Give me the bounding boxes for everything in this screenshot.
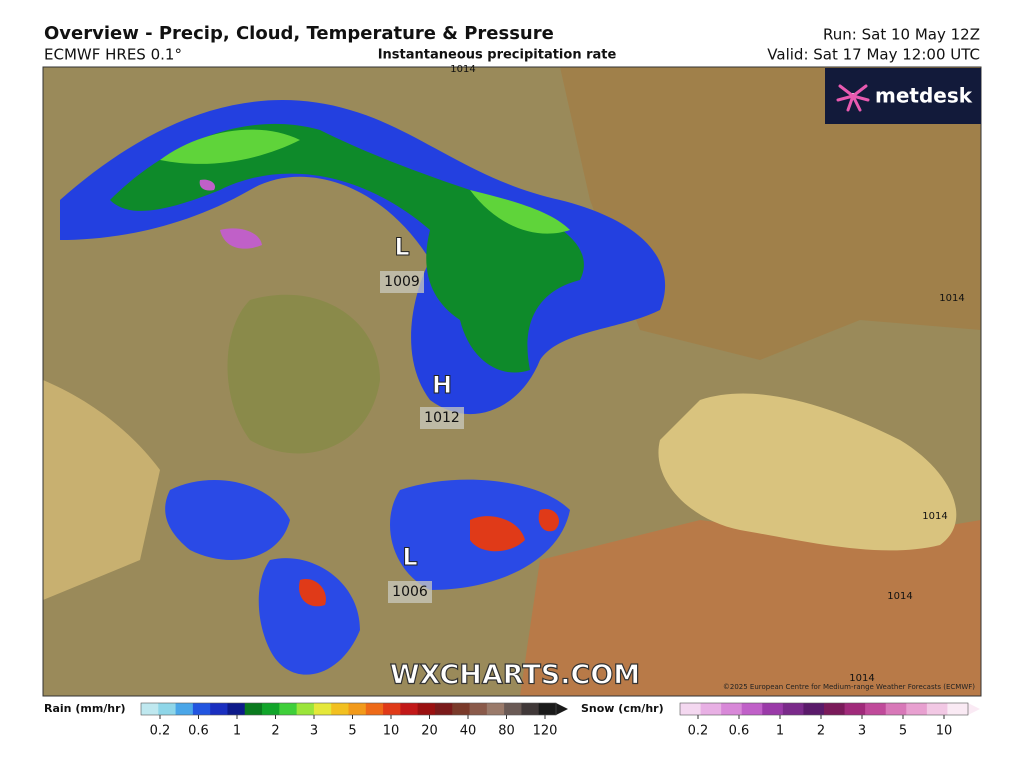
land-warm bbox=[560, 67, 981, 360]
subtitle: Instantaneous precipitation rate bbox=[378, 48, 617, 63]
legend-tick-label: 0.2 bbox=[150, 724, 171, 739]
land-hot bbox=[520, 520, 981, 696]
legend-tick-label: 80 bbox=[498, 724, 515, 739]
legend-swatch bbox=[782, 703, 804, 715]
copyright: ©2025 European Centre for Medium-range W… bbox=[723, 683, 975, 691]
legend-tick-label: 3 bbox=[310, 724, 318, 739]
legend-swatch bbox=[762, 703, 784, 715]
pressure-box bbox=[420, 407, 464, 429]
legend-swatch bbox=[141, 703, 159, 715]
isobar-label: 1014 bbox=[922, 511, 947, 522]
legend-swatch bbox=[192, 703, 211, 715]
legend-swatch bbox=[824, 703, 846, 715]
adriatic bbox=[43, 380, 160, 600]
title: Overview - Precip, Cloud, Temperature & … bbox=[44, 23, 554, 44]
model: ECMWF HRES 0.1° bbox=[44, 46, 182, 64]
legend-tick-label: 10 bbox=[936, 724, 953, 739]
pressure-letter: L bbox=[394, 233, 409, 261]
legend-swatch bbox=[383, 703, 401, 715]
legend-swatch bbox=[865, 703, 887, 715]
legend-swatch bbox=[521, 703, 540, 715]
legend-swatch bbox=[244, 703, 263, 715]
logo-text: metdesk bbox=[875, 84, 973, 108]
legend-tick-label: 0.6 bbox=[729, 724, 750, 739]
legend-swatch bbox=[486, 703, 505, 715]
legend-swatch bbox=[417, 703, 436, 715]
pressure-box bbox=[388, 581, 432, 603]
legend-tick-label: 1 bbox=[233, 724, 241, 739]
legend-tick-label: 5 bbox=[899, 724, 907, 739]
legend-swatch bbox=[175, 703, 194, 715]
pressure-value: 1012 bbox=[424, 410, 460, 426]
legend-swatch bbox=[947, 703, 969, 715]
legend-swatch bbox=[210, 703, 228, 715]
isobar-label: 1014 bbox=[450, 64, 475, 75]
legend-swatch bbox=[158, 703, 177, 715]
precip-heavy bbox=[110, 123, 584, 373]
pressure-letter: L bbox=[402, 543, 417, 571]
legend-swatch bbox=[803, 703, 825, 715]
legend-frame bbox=[140, 702, 557, 716]
legend-tick-label: 2 bbox=[817, 724, 825, 739]
legend-swatch bbox=[434, 703, 453, 715]
pressure-letter: H bbox=[432, 371, 452, 399]
legend-tick-label: 2 bbox=[271, 724, 279, 739]
snow-legend-label: Snow (cm/hr) bbox=[581, 702, 664, 715]
legend-swatch bbox=[279, 703, 298, 715]
map-frame bbox=[42, 66, 982, 697]
snow-patch bbox=[199, 179, 262, 249]
map bbox=[42, 66, 982, 697]
legend-tick-label: 5 bbox=[348, 724, 356, 739]
valid-time: Valid: Sat 17 May 12:00 UTC bbox=[767, 46, 980, 64]
legend-swatch bbox=[227, 703, 246, 715]
legend-swatch bbox=[538, 703, 557, 715]
legend-swatch bbox=[721, 703, 743, 715]
pressure-value: 1006 bbox=[392, 584, 428, 600]
plain bbox=[227, 294, 380, 454]
legend-swatch bbox=[680, 703, 702, 715]
isobar-label: 1014 bbox=[887, 591, 912, 602]
watermark: WXCHARTS.COM bbox=[390, 660, 640, 691]
legend-swatch bbox=[741, 703, 763, 715]
legend-swatch bbox=[885, 703, 907, 715]
legend-swatch bbox=[906, 703, 928, 715]
precip-core bbox=[160, 129, 570, 234]
legend-arrow bbox=[968, 703, 980, 715]
isobar-label: 1014 bbox=[849, 673, 874, 684]
legend-swatch bbox=[313, 703, 332, 715]
rain-legend-label: Rain (mm/hr) bbox=[44, 702, 126, 715]
legend-swatch bbox=[504, 703, 522, 715]
legend-arrow bbox=[556, 703, 568, 715]
legend-swatch bbox=[400, 703, 419, 715]
legends: 0.2 0.6 1 2 3 5 10 20 40 80 120 0.2 0.6 1 2 3 5 10 bbox=[140, 702, 980, 739]
legend-swatch bbox=[469, 703, 488, 715]
legend-tick-label: 10 bbox=[383, 724, 400, 739]
legend-swatch bbox=[452, 703, 471, 715]
legend-swatch bbox=[348, 703, 367, 715]
run-time: Run: Sat 10 May 12Z bbox=[823, 26, 980, 44]
pressure-box bbox=[380, 271, 424, 293]
pressure-value: 1009 bbox=[384, 274, 420, 290]
legend-tick-label: 1 bbox=[776, 724, 784, 739]
legend-tick-label: 20 bbox=[421, 724, 438, 739]
legend-frame bbox=[679, 702, 969, 716]
logo-icon bbox=[836, 84, 870, 112]
legend-tick-label: 0.6 bbox=[188, 724, 209, 739]
legend-swatch bbox=[844, 703, 866, 715]
legend-swatch bbox=[700, 703, 722, 715]
legend-swatch bbox=[262, 703, 280, 715]
isobar-label: 1014 bbox=[939, 293, 964, 304]
legend-swatch bbox=[296, 703, 315, 715]
legend-swatch bbox=[365, 703, 384, 715]
black-sea bbox=[658, 393, 957, 551]
precip-storm bbox=[299, 509, 560, 607]
legend-tick-label: 0.2 bbox=[688, 724, 709, 739]
legend-swatch bbox=[331, 703, 349, 715]
legend-tick-label: 3 bbox=[858, 724, 866, 739]
legend-swatch bbox=[926, 703, 948, 715]
legend-tick-label: 120 bbox=[533, 724, 558, 739]
precip-south bbox=[165, 479, 570, 675]
legend-tick-label: 40 bbox=[460, 724, 477, 739]
